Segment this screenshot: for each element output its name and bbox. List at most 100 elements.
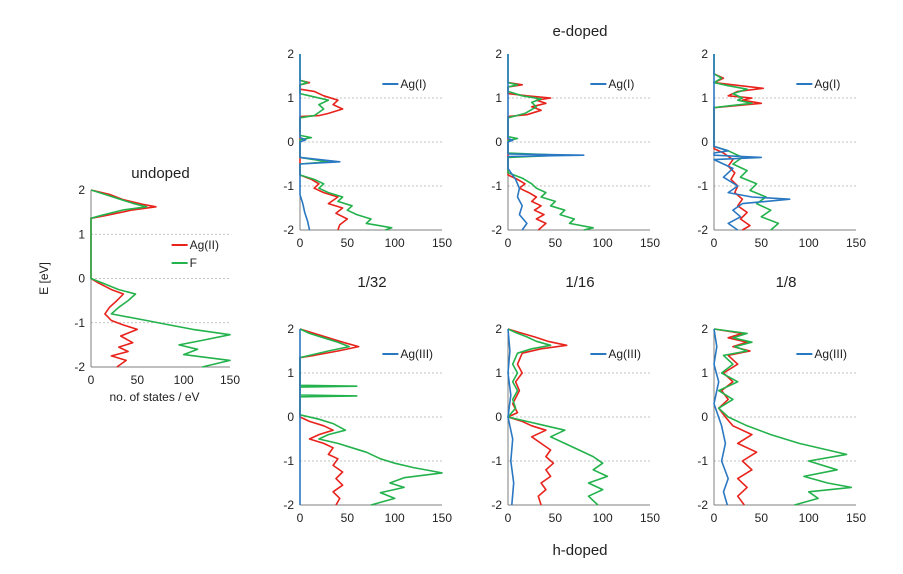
y-tick-label: 1	[701, 366, 708, 380]
y-tick-label: -1	[74, 316, 85, 330]
series-line-2	[713, 328, 730, 506]
y-tick-label: 2	[287, 47, 294, 61]
x-tick-label: 0	[297, 236, 304, 250]
series-line-2	[299, 54, 341, 231]
panel-2: -2 -1 0 1 2 0 50 100 150 Ag(I)	[491, 47, 660, 250]
legend-label: Ag(II)	[190, 238, 219, 252]
y-tick-label: 0	[287, 135, 294, 149]
y-tick-label: 0	[701, 410, 708, 424]
x-tick-label: 100	[799, 236, 819, 250]
y-tick-label: -1	[697, 454, 708, 468]
x-tick-label: 0	[88, 373, 95, 387]
y-tick-label: -2	[697, 498, 708, 512]
x-tick-label: 0	[297, 511, 304, 525]
x-tick-label: 50	[755, 236, 769, 250]
y-tick-label: -2	[491, 498, 502, 512]
panel-5: -2 -1 0 1 2 0 50 100 150 Ag(III)	[491, 322, 660, 525]
y-tick-label: 2	[701, 47, 708, 61]
panel-3: -2 -1 0 1 2 0 50 100 150 Ag(I)	[697, 47, 866, 250]
x-tick-label: 100	[593, 511, 613, 525]
legend-label: Ag(I)	[814, 77, 840, 91]
y-tick-label: -1	[491, 454, 502, 468]
y-tick-label: -1	[491, 179, 502, 193]
x-axis-label: no. of states / eV	[109, 390, 199, 404]
series-line-0	[90, 189, 157, 368]
col-1-8-label: 1/8	[776, 274, 797, 291]
legend-label: Ag(I)	[608, 77, 634, 91]
x-tick-label: 150	[220, 373, 240, 387]
legend-label: Ag(III)	[814, 347, 847, 361]
x-tick-label: 100	[799, 511, 819, 525]
y-tick-label: 1	[287, 366, 294, 380]
y-tick-label: 1	[78, 227, 85, 241]
y-tick-label: 0	[495, 410, 502, 424]
y-tick-label: -2	[74, 360, 85, 374]
y-tick-label: 0	[701, 135, 708, 149]
x-tick-label: 150	[846, 511, 866, 525]
x-tick-label: 150	[640, 236, 660, 250]
y-tick-label: 1	[495, 91, 502, 105]
x-tick-label: 0	[711, 511, 718, 525]
x-tick-label: 100	[593, 236, 613, 250]
panel-1: -2 -1 0 1 2 0 50 100 150 Ag(I)	[283, 47, 452, 250]
series-line-1	[713, 328, 853, 506]
x-tick-label: 150	[432, 511, 452, 525]
x-tick-label: 100	[385, 511, 405, 525]
panel-6: -2 -1 0 1 2 0 50 100 150 Ag(III)	[697, 322, 866, 525]
y-tick-label: 2	[78, 183, 85, 197]
col-1-16-label: 1/16	[565, 274, 594, 291]
y-tick-label: 1	[287, 91, 294, 105]
panel-4: -2 -1 0 1 2 0 50 100 150 Ag(III)	[283, 322, 452, 525]
y-tick-label: -1	[283, 454, 294, 468]
series-line-0	[299, 328, 360, 506]
y-tick-label: 2	[495, 47, 502, 61]
y-tick-label: -2	[697, 223, 708, 237]
x-tick-label: 50	[341, 511, 355, 525]
legend-label: Ag(III)	[608, 347, 641, 361]
x-tick-label: 0	[505, 511, 512, 525]
series-line-1	[299, 328, 443, 506]
x-tick-label: 150	[846, 236, 866, 250]
y-tick-label: 2	[495, 322, 502, 336]
legend-label: Ag(I)	[400, 77, 426, 91]
y-tick-label: 0	[287, 410, 294, 424]
legend-label: F	[190, 256, 197, 270]
y-tick-label: 1	[701, 91, 708, 105]
y-tick-label: 2	[701, 322, 708, 336]
y-axis-label: E [eV]	[37, 262, 51, 295]
y-tick-label: -2	[283, 498, 294, 512]
y-tick-label: -1	[283, 179, 294, 193]
y-tick-label: 0	[495, 135, 502, 149]
series-line-2	[507, 54, 585, 231]
y-tick-label: -2	[283, 223, 294, 237]
x-tick-label: 50	[755, 511, 769, 525]
x-tick-label: 0	[711, 236, 718, 250]
y-tick-label: 2	[287, 322, 294, 336]
series-line-1	[507, 328, 609, 506]
series-line-0	[713, 73, 765, 231]
x-tick-label: 150	[432, 236, 452, 250]
e-doped-title: e-doped	[552, 23, 607, 40]
x-tick-label: 0	[505, 236, 512, 250]
series-line-1	[90, 189, 231, 368]
y-tick-label: 0	[78, 272, 85, 286]
x-tick-label: 100	[174, 373, 194, 387]
series-line-2	[507, 328, 515, 506]
legend-label: Ag(III)	[400, 347, 433, 361]
x-tick-label: 50	[341, 236, 355, 250]
panel-title: undoped	[131, 165, 189, 182]
y-tick-label: 1	[495, 366, 502, 380]
y-tick-label: -1	[697, 179, 708, 193]
x-tick-label: 50	[549, 511, 563, 525]
series-line-2	[713, 54, 791, 231]
h-doped-title: h-doped	[552, 542, 607, 559]
y-tick-label: -2	[491, 223, 502, 237]
x-tick-label: 100	[385, 236, 405, 250]
x-tick-label: 50	[131, 373, 145, 387]
x-tick-label: 50	[549, 236, 563, 250]
col-1-32-label: 1/32	[357, 274, 386, 291]
x-tick-label: 150	[640, 511, 660, 525]
